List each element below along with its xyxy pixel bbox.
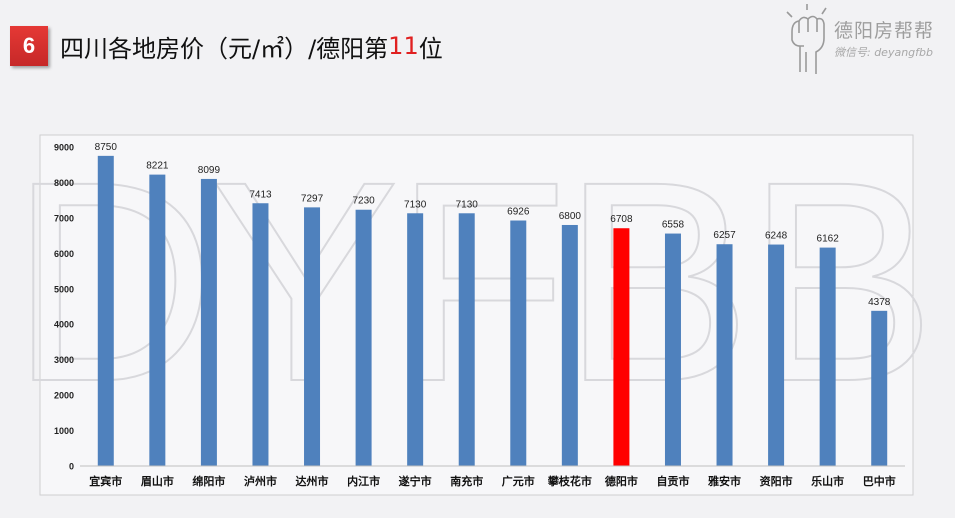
data-label: 7413 — [249, 189, 272, 200]
data-label: 6708 — [610, 214, 633, 225]
data-label: 4378 — [868, 297, 891, 308]
bar — [561, 224, 578, 466]
bar — [149, 174, 166, 467]
wechat-id: 微信号: deyangfbb — [834, 46, 933, 59]
data-label: 6248 — [765, 231, 788, 242]
data-label: 7230 — [352, 196, 375, 207]
bar — [819, 247, 836, 466]
y-tick-label: 2000 — [54, 391, 74, 401]
y-tick-label: 9000 — [54, 143, 74, 153]
y-tick-label: 4000 — [54, 320, 74, 330]
x-tick-label: 眉山市 — [141, 474, 174, 488]
bar — [716, 244, 733, 466]
data-label: 8750 — [95, 142, 118, 153]
data-label: 6800 — [559, 211, 582, 222]
bar — [510, 220, 527, 466]
plot-area — [39, 134, 914, 496]
y-tick-label: 6000 — [54, 249, 74, 259]
y-tick-label: 3000 — [54, 355, 74, 365]
brand-name: 德阳房帮帮 — [834, 20, 935, 42]
x-tick-label: 遂宁市 — [399, 474, 432, 488]
x-tick-label: 南充市 — [450, 474, 483, 488]
y-tick-label: 0 — [69, 462, 74, 472]
x-tick-label: 绵阳市 — [192, 474, 225, 488]
x-tick-label: 宜宾市 — [89, 474, 122, 488]
data-label: 7297 — [301, 193, 324, 204]
fist-icon — [786, 4, 827, 74]
page-title: 四川各地房价（元/㎡）/德阳第 11 位 — [60, 26, 443, 66]
bar — [304, 207, 321, 467]
x-tick-label: 泸州市 — [244, 474, 277, 488]
bar — [768, 244, 785, 466]
bar — [252, 203, 269, 466]
data-label: 6257 — [713, 230, 736, 241]
bar — [97, 155, 114, 466]
y-tick-label: 7000 — [54, 213, 74, 223]
data-label: 6926 — [507, 207, 530, 218]
section-number-badge: 6 — [10, 26, 48, 66]
x-tick-label: 内江市 — [347, 474, 380, 488]
bar — [664, 233, 681, 466]
title-rank: 11 — [388, 32, 419, 60]
data-label: 8099 — [198, 165, 221, 176]
data-label: 8221 — [146, 161, 169, 172]
x-tick-label: 雅安市 — [708, 474, 741, 488]
bar — [200, 178, 217, 467]
data-label: 6558 — [662, 220, 685, 231]
x-tick-label: 达州市 — [296, 474, 329, 488]
data-label: 7130 — [404, 199, 427, 210]
x-tick-label: 巴中市 — [863, 474, 896, 488]
x-tick-label: 乐山市 — [811, 474, 844, 488]
title-prefix: 四川各地房价（元/㎡）/德阳第 — [60, 34, 389, 63]
bar — [355, 209, 372, 466]
bar — [458, 213, 475, 466]
data-label: 6162 — [817, 234, 840, 245]
bar — [871, 310, 888, 466]
brand-logo: 德阳房帮帮 微信号: deyangfbb — [782, 2, 952, 74]
title-suffix: 位 — [418, 34, 443, 63]
x-tick-label: 资阳市 — [760, 474, 793, 488]
x-tick-label: 广元市 — [502, 474, 535, 488]
bar — [407, 213, 424, 466]
data-label: 7130 — [456, 199, 479, 210]
x-tick-label: 攀枝花市 — [547, 474, 592, 488]
y-tick-label: 5000 — [54, 284, 74, 294]
x-tick-label: 自贡市 — [656, 474, 689, 488]
y-tick-label: 1000 — [54, 426, 74, 436]
bar — [613, 228, 630, 466]
y-tick-label: 8000 — [54, 178, 74, 188]
x-tick-label: 德阳市 — [604, 474, 638, 488]
